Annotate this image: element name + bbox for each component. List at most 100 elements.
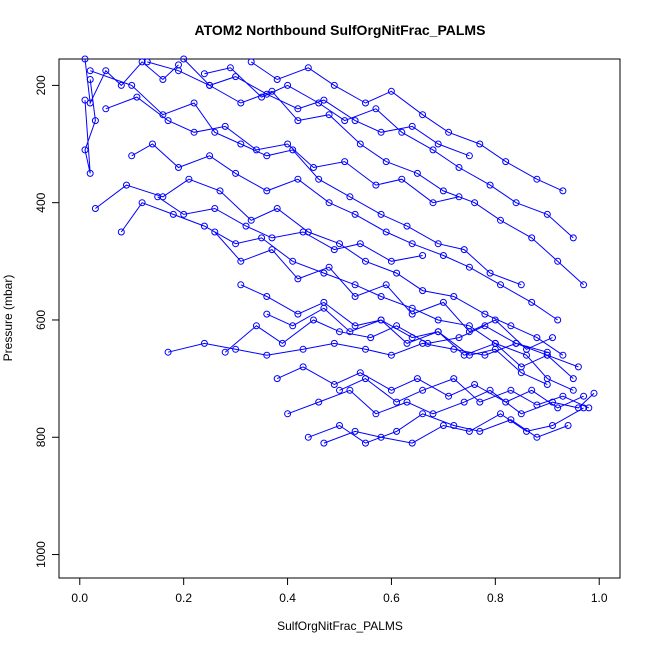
- x-tick-label: 0.2: [175, 591, 192, 605]
- data-point: [263, 310, 271, 318]
- x-tick-label: 1.0: [591, 591, 608, 605]
- y-axis: 200 400 600 800 1000: [34, 75, 60, 568]
- series-17: [273, 363, 588, 412]
- data-point: [408, 334, 416, 342]
- plot-area-border: [58, 58, 621, 579]
- data-point: [434, 140, 442, 148]
- data-point: [372, 105, 380, 113]
- series-22: [154, 193, 427, 265]
- data-point: [512, 339, 520, 347]
- series-line: [250, 61, 564, 192]
- data-point: [289, 322, 297, 330]
- data-point: [523, 427, 530, 435]
- data-point: [138, 58, 146, 66]
- data-point: [377, 128, 385, 136]
- data-point: [117, 228, 125, 236]
- data-point: [387, 351, 395, 359]
- data-point: [258, 93, 266, 101]
- x-axis: 0.0 0.2 0.4 0.6 0.8 1.0: [71, 577, 608, 605]
- data-point: [569, 234, 577, 242]
- data-point: [284, 81, 292, 89]
- data-point: [221, 348, 229, 356]
- data-point: [419, 410, 427, 418]
- data-point: [471, 199, 479, 207]
- data-point: [346, 386, 354, 394]
- data-point: [502, 158, 510, 166]
- data-point: [429, 146, 437, 154]
- data-point: [574, 363, 582, 371]
- data-point: [351, 281, 359, 289]
- data-point: [439, 187, 447, 195]
- series-3: [86, 67, 525, 289]
- y-tick-label: 1000: [34, 541, 48, 568]
- data-point: [356, 369, 364, 377]
- data-point: [237, 140, 245, 148]
- data-point: [138, 199, 146, 207]
- data-point: [393, 427, 401, 435]
- data-layer: [81, 55, 598, 447]
- data-point: [232, 345, 240, 353]
- data-point: [341, 158, 349, 166]
- data-point: [164, 348, 172, 356]
- data-point: [294, 175, 302, 183]
- data-point: [429, 199, 437, 207]
- data-point: [387, 386, 395, 394]
- data-point: [81, 146, 89, 154]
- data-point: [465, 263, 473, 271]
- data-point: [226, 64, 234, 72]
- series-6: [128, 140, 562, 324]
- data-point: [413, 375, 421, 383]
- data-point: [190, 128, 198, 136]
- data-point: [554, 404, 562, 412]
- data-point: [455, 193, 463, 201]
- data-point: [382, 158, 390, 166]
- data-point: [377, 210, 385, 218]
- data-point: [491, 316, 499, 324]
- data-point: [351, 293, 359, 300]
- data-point: [465, 351, 473, 359]
- data-point: [356, 140, 364, 148]
- x-tick-label: 0.8: [487, 591, 504, 605]
- data-point: [206, 152, 214, 160]
- series-line: [167, 342, 548, 356]
- data-point: [232, 169, 240, 177]
- data-point: [559, 351, 567, 359]
- data-point: [310, 316, 317, 324]
- data-point: [325, 199, 333, 207]
- data-point: [180, 55, 188, 63]
- data-point: [330, 246, 338, 254]
- data-point: [549, 422, 556, 429]
- data-point: [543, 351, 551, 359]
- series-line: [339, 378, 590, 409]
- series-line: [214, 231, 553, 350]
- data-point: [580, 404, 588, 412]
- data-point: [315, 398, 323, 406]
- y-tick-label: 600: [34, 310, 48, 330]
- data-point: [419, 386, 427, 394]
- data-point: [377, 316, 385, 324]
- data-point: [252, 322, 260, 330]
- data-point: [185, 175, 193, 183]
- series-14: [247, 58, 567, 195]
- data-point: [455, 164, 463, 171]
- data-point: [237, 99, 245, 107]
- series-line: [266, 307, 574, 379]
- data-point: [377, 293, 385, 300]
- data-point: [445, 392, 453, 400]
- y-tick-label: 800: [34, 427, 48, 447]
- data-point: [362, 345, 369, 353]
- data-point: [585, 404, 593, 412]
- series-line: [95, 178, 564, 356]
- data-point: [580, 281, 588, 289]
- data-point: [336, 386, 343, 394]
- data-point: [387, 87, 395, 95]
- data-point: [258, 234, 266, 242]
- data-point: [268, 246, 276, 254]
- series-line: [323, 407, 584, 444]
- data-point: [206, 81, 214, 89]
- data-point: [429, 410, 437, 418]
- series-18: [263, 304, 577, 383]
- data-point: [517, 281, 525, 289]
- data-point: [237, 257, 245, 265]
- y-axis-title: Pressure (mbar): [1, 275, 15, 362]
